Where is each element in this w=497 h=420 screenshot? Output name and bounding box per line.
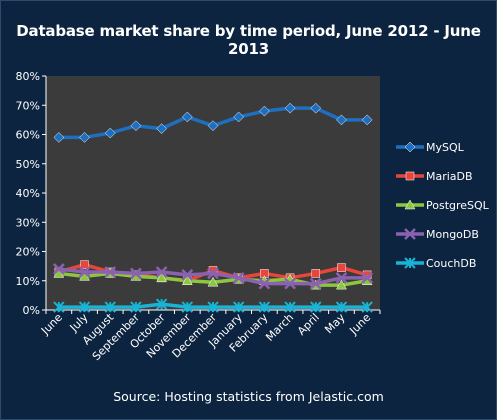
data-point-couchdb <box>284 301 296 313</box>
data-point-postgresql <box>207 276 219 287</box>
data-point-couchdb <box>258 301 271 313</box>
legend-label-postgresql: PostgreSQL <box>426 199 490 212</box>
data-point-mariadb <box>337 263 346 272</box>
data-point-mongodb <box>284 277 296 290</box>
data-point-mongodb <box>335 271 348 284</box>
y-tick-label: 10% <box>16 275 40 288</box>
data-point-mysql <box>104 127 116 139</box>
data-point-postgresql <box>156 272 168 283</box>
data-point-couchdb <box>104 301 116 313</box>
data-point-mongodb <box>258 277 271 290</box>
data-point-mysql <box>53 132 65 143</box>
x-tick-label: June <box>38 311 65 338</box>
data-point-mysql <box>130 120 142 132</box>
data-point-mongodb <box>207 267 219 280</box>
y-tick-label: 60% <box>16 129 40 142</box>
chart-source: Source: Hosting statistics from Jelastic… <box>113 389 384 404</box>
data-point-mysql <box>156 123 167 135</box>
data-point-mysql <box>336 114 347 126</box>
data-point-mongodb <box>232 271 245 284</box>
legend-label-mongodb: MongoDB <box>426 228 479 241</box>
data-point-mysql <box>361 114 373 126</box>
data-point-mongodb <box>52 263 65 275</box>
data-point-mysql <box>259 105 270 117</box>
data-point-couchdb <box>335 301 348 313</box>
data-point-couchdb <box>78 301 91 313</box>
data-point-mysql <box>310 102 322 114</box>
data-point-couchdb <box>361 301 373 313</box>
x-tick-label: April <box>295 311 322 338</box>
data-point-couchdb <box>130 301 142 313</box>
legend-marker-mysql <box>404 141 416 153</box>
data-point-mongodb <box>361 271 374 284</box>
data-point-mongodb <box>181 269 194 281</box>
data-point-couchdb <box>181 301 194 313</box>
data-point-mariadb <box>311 269 321 278</box>
legend-marker-couchdb <box>404 257 416 269</box>
data-point-mongodb <box>130 267 142 280</box>
legend-marker-postgresql <box>404 199 416 210</box>
data-point-couchdb <box>155 298 168 310</box>
legend-label-mysql: MySQL <box>426 141 465 154</box>
legend-marker-mongodb <box>404 228 416 240</box>
chart-title: Database market share by time period, Ju… <box>16 22 481 58</box>
legend-marker-mariadb <box>405 171 415 181</box>
y-tick-label: 20% <box>16 246 40 259</box>
y-tick-label: 40% <box>16 187 40 200</box>
data-point-mysql <box>233 111 245 123</box>
data-point-mongodb <box>78 266 91 278</box>
data-point-couchdb <box>310 301 322 313</box>
data-point-mongodb <box>155 266 168 278</box>
data-point-couchdb <box>232 301 245 313</box>
x-tick-label: March <box>263 311 296 344</box>
y-tick-label: 50% <box>16 158 40 171</box>
legend-label-mariadb: MariaDB <box>426 170 473 183</box>
data-point-mysql <box>181 111 193 123</box>
data-point-mysql <box>79 132 90 143</box>
x-tick-label: June <box>346 311 373 338</box>
data-point-couchdb <box>53 301 65 313</box>
data-point-postgresql <box>336 279 347 290</box>
data-point-mysql <box>207 120 219 132</box>
data-point-mysql <box>284 102 296 114</box>
data-point-mongodb <box>104 266 117 278</box>
data-point-postgresql <box>181 275 193 285</box>
data-point-couchdb <box>207 301 219 313</box>
legend-label-couchdb: CouchDB <box>426 257 476 270</box>
data-point-mongodb <box>309 277 322 290</box>
y-tick-label: 80% <box>16 70 40 83</box>
y-tick-label: 30% <box>16 216 40 229</box>
y-tick-label: 70% <box>16 99 40 112</box>
y-tick-label: 0% <box>23 304 40 317</box>
data-point-mariadb <box>80 260 89 269</box>
x-tick-label: May <box>322 311 348 337</box>
